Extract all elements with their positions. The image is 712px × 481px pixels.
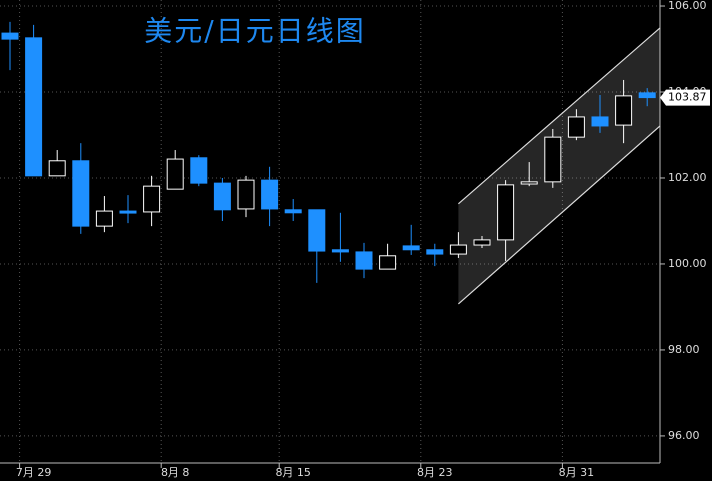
candle-body [473,239,491,246]
x-tick-label: 8月 15 [275,466,311,479]
price-tag-label: 103.87 [668,91,707,104]
candle-body [331,249,349,253]
candle-body [190,157,208,184]
candle-body [48,160,66,177]
candle-body [119,210,137,214]
candle-body [237,179,255,210]
channel-upper [458,27,661,205]
channel-lower [458,125,661,305]
y-tick-label: 100.00 [668,257,707,270]
candle-body [284,209,302,214]
candle-body [591,116,609,127]
candle-body [261,179,279,210]
candle-body [567,116,585,138]
candle-body [308,209,326,252]
x-tick-label: 8月 8 [161,466,190,479]
x-tick-label: 8月 31 [559,466,595,479]
candle-body [402,245,420,251]
candle-body [497,184,515,241]
candle-body [72,160,90,227]
candle-body [379,255,397,270]
y-tick-label: 102.00 [668,171,707,184]
candle-body [166,158,184,190]
candle-body [520,181,538,185]
x-tick-label: 7月 29 [16,466,52,479]
candle-body [638,92,656,99]
candle-body [426,249,444,255]
y-tick-label: 96.00 [668,429,700,442]
candle-body [95,210,113,227]
candle-body [1,32,19,40]
chart-title: 美元/日元日线图 [144,15,365,48]
price-tag [660,89,710,106]
candle-body [449,244,467,255]
candle-body [143,185,161,213]
candle-body [355,251,373,270]
candle-body [213,182,231,211]
candle-body [25,37,43,177]
y-tick-label: 106.00 [668,0,707,12]
candle-body [615,95,633,126]
x-tick-label: 8月 23 [417,466,453,479]
y-tick-label: 98.00 [668,343,700,356]
candle-body [544,136,562,183]
